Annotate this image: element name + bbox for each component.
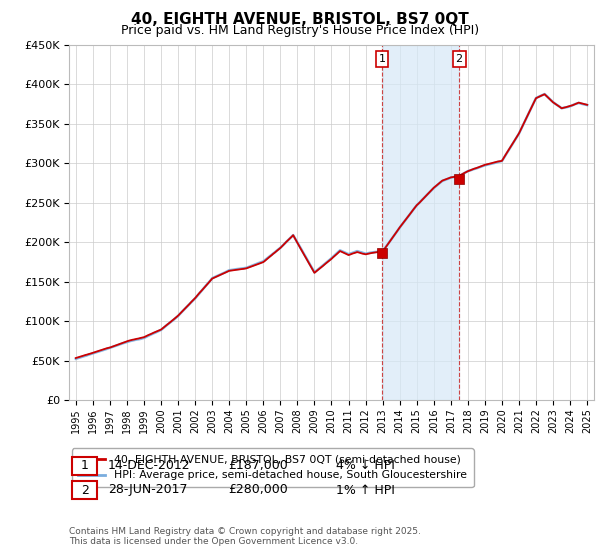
Bar [382,45,459,400]
Text: Price paid vs. HM Land Registry's House Price Index (HPI): Price paid vs. HM Land Registry's House … [121,24,479,36]
Legend: 40, EIGHTH AVENUE, BRISTOL, BS7 0QT (semi-detached house), HPI: Average price, s: 40, EIGHTH AVENUE, BRISTOL, BS7 0QT (sem… [72,449,473,487]
Text: 2: 2 [455,54,463,64]
Text: 1: 1 [379,54,385,64]
Text: 40, EIGHTH AVENUE, BRISTOL, BS7 0QT: 40, EIGHTH AVENUE, BRISTOL, BS7 0QT [131,12,469,27]
Text: £280,000: £280,000 [228,483,288,497]
Text: 14-DEC-2012: 14-DEC-2012 [108,459,191,473]
Text: 1% ↑ HPI: 1% ↑ HPI [336,483,395,497]
Text: 28-JUN-2017: 28-JUN-2017 [108,483,187,497]
Text: 4% ↓ HPI: 4% ↓ HPI [336,459,395,473]
Text: 2: 2 [80,483,89,497]
Text: Contains HM Land Registry data © Crown copyright and database right 2025.
This d: Contains HM Land Registry data © Crown c… [69,526,421,546]
Text: 1: 1 [80,459,89,473]
Text: £187,000: £187,000 [228,459,288,473]
